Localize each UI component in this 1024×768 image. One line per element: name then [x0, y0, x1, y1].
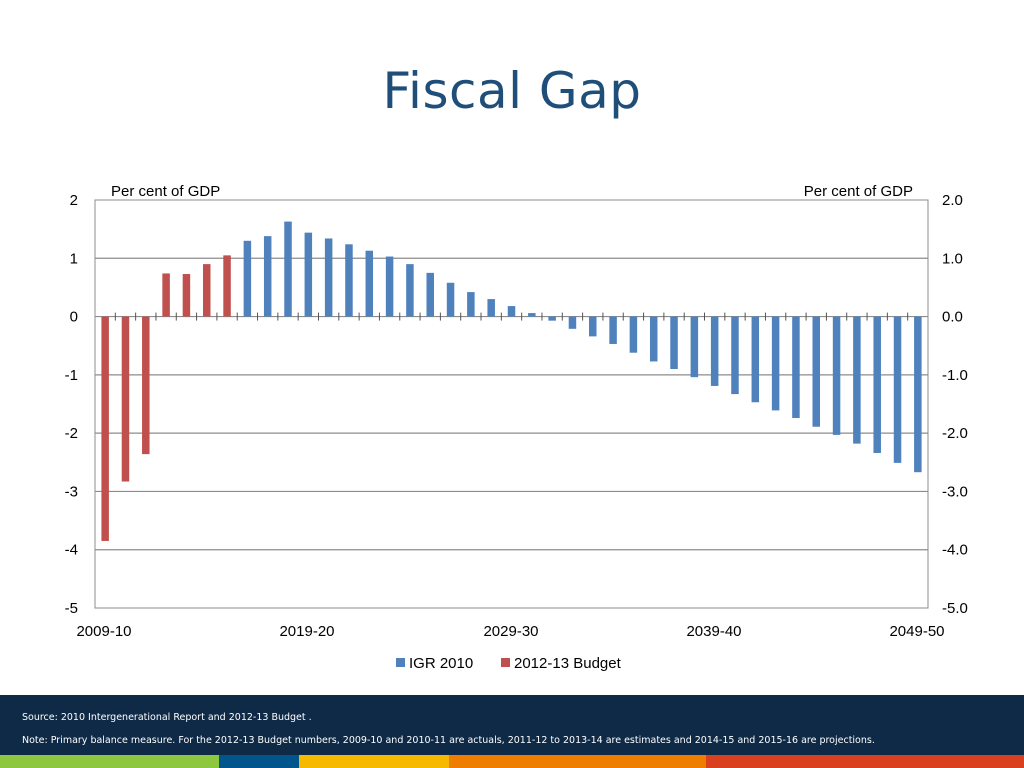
- bar: [609, 316, 617, 344]
- bar: [507, 306, 516, 317]
- legend-swatch: [396, 658, 405, 667]
- bar: [792, 316, 800, 418]
- bar: [832, 316, 841, 435]
- bar: [365, 250, 374, 317]
- y-tick-label-right: -4.0: [942, 542, 968, 559]
- y-tick-label-left: -3: [65, 483, 78, 500]
- y-tick-label-left: 2: [70, 192, 78, 209]
- x-tick-label: 2019-20: [279, 623, 334, 640]
- y-tick-label-left: -4: [65, 542, 78, 559]
- right-axis-label: Per cent of GDP: [804, 183, 913, 200]
- y-tick-label-right: -2.0: [942, 425, 968, 442]
- bar: [385, 256, 394, 317]
- x-axis-ticks: [114, 312, 909, 321]
- bar: [162, 273, 170, 317]
- color-stripe: [706, 755, 1024, 768]
- legend-label: 2012-13 Budget: [514, 655, 622, 672]
- bar: [853, 316, 861, 444]
- x-tick-label: 2039-40: [686, 623, 741, 640]
- slide-title: Fiscal Gap: [382, 62, 642, 120]
- bar: [690, 316, 699, 378]
- fiscal-gap-chart: 2 2.0 1 1.0 0 0.0 -1 -1.0 -2 -2.0 -3 -3.0 -4 -4.0 -5 -5…: [65, 183, 968, 672]
- y-tick-label-right: -5.0: [942, 600, 968, 617]
- bar: [528, 313, 536, 317]
- axis-labels: 2 2.0 1 1.0 0 0.0 -1 -1.0 -2 -2.0 -3 -3.0 -4 -4.0 -5 -5…: [65, 183, 968, 640]
- bar: [568, 316, 577, 329]
- bar: [731, 316, 739, 395]
- primary-balance-note: Note: Primary balance measure. For the 2…: [22, 735, 875, 746]
- color-stripe: [449, 755, 706, 768]
- bar: [548, 316, 556, 321]
- bar: [751, 316, 760, 403]
- y-tick-label-left: -5: [65, 600, 78, 617]
- bar: [649, 316, 658, 362]
- bar: [812, 316, 821, 427]
- y-tick-label-right: 2.0: [942, 192, 963, 209]
- bar: [873, 316, 881, 453]
- legend-swatch: [501, 658, 510, 667]
- source-note: Source: 2010 Intergenerational Report an…: [22, 712, 312, 723]
- bar: [771, 316, 780, 411]
- legend-label: IGR 2010: [409, 655, 473, 672]
- bar: [589, 316, 597, 337]
- bar: [243, 240, 252, 317]
- bar: [202, 264, 211, 317]
- bar: [426, 272, 434, 317]
- bar: [487, 299, 495, 317]
- x-tick-label: 2049-50: [889, 623, 944, 640]
- plot-frame: [94, 199, 929, 609]
- color-stripe: [219, 755, 299, 768]
- color-stripe: [299, 755, 449, 768]
- y-tick-label-right: -3.0: [942, 483, 968, 500]
- bar: [467, 292, 475, 317]
- bar: [223, 255, 231, 317]
- x-tick-label: 2029-30: [483, 623, 538, 640]
- bar: [182, 274, 191, 317]
- bar: [263, 236, 272, 317]
- bar: [406, 264, 414, 317]
- y-tick-label-left: 1: [70, 250, 78, 267]
- bar: [142, 316, 150, 455]
- bar: [710, 316, 719, 386]
- gridlines: [95, 257, 928, 551]
- bar: [284, 221, 292, 317]
- y-tick-label-right: 0.0: [942, 309, 963, 326]
- y-tick-label-left: 0: [70, 309, 78, 326]
- left-axis-label: Per cent of GDP: [111, 183, 220, 200]
- y-tick-label-right: 1.0: [942, 250, 963, 267]
- bars: [101, 221, 922, 541]
- x-tick-label: 2009-10: [76, 623, 131, 640]
- bar: [670, 316, 678, 370]
- bar: [101, 316, 109, 541]
- bar: [304, 232, 313, 317]
- y-tick-label-left: -2: [65, 425, 78, 442]
- legend: IGR 2010 2012-13 Budget: [396, 655, 622, 672]
- bar: [121, 316, 130, 482]
- bar: [324, 238, 333, 317]
- bar: [914, 316, 922, 473]
- bar: [345, 244, 353, 317]
- bar: [629, 316, 638, 353]
- bar: [893, 316, 902, 463]
- color-stripe: [0, 755, 219, 768]
- y-tick-label-left: -1: [65, 367, 78, 384]
- y-tick-label-right: -1.0: [942, 367, 968, 384]
- footer: Source: 2010 Intergenerational Report an…: [0, 695, 1024, 755]
- bar: [446, 282, 455, 317]
